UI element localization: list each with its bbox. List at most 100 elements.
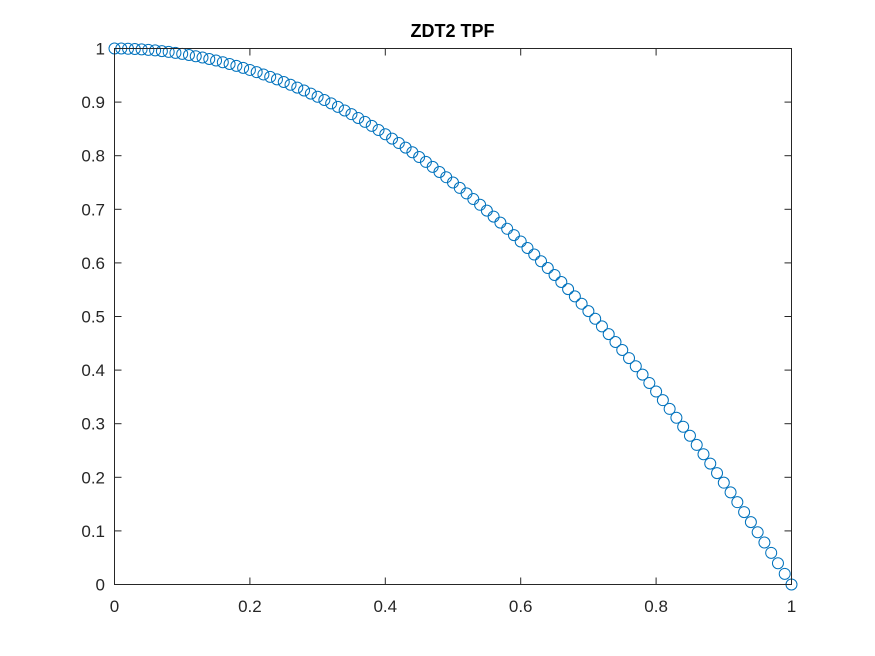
data-point [731, 496, 744, 509]
data-point [602, 328, 615, 341]
data-point [568, 290, 581, 303]
data-point [318, 94, 331, 107]
data-point [155, 45, 168, 58]
data-point [609, 336, 622, 349]
y-tick-label: 0.6 [81, 254, 105, 273]
data-point [277, 76, 290, 88]
data-point [406, 146, 419, 159]
data-point [284, 78, 297, 91]
data-point [778, 567, 791, 580]
data-point [507, 229, 520, 242]
x-tick-label: 0.2 [238, 597, 262, 616]
data-point [372, 124, 385, 137]
data-point [548, 268, 561, 281]
data-point [230, 59, 243, 72]
data-point [656, 394, 669, 407]
data-point [149, 44, 162, 57]
data-point [711, 467, 724, 480]
data-point [751, 526, 764, 539]
data-point [358, 115, 371, 128]
data-point [724, 486, 737, 499]
data-point [744, 516, 757, 529]
data-point [771, 557, 784, 570]
data-point [487, 210, 500, 223]
data-point [697, 448, 710, 461]
x-tick-label: 0 [110, 597, 119, 616]
data-point [237, 61, 250, 74]
data-point [365, 119, 378, 132]
data-point [189, 50, 202, 63]
chart-title: ZDT2 TPF [410, 21, 495, 41]
data-point [758, 536, 771, 549]
data-point [765, 546, 778, 559]
data-point [677, 420, 690, 433]
x-tick-label: 0.4 [373, 597, 397, 616]
x-tick-label: 0.6 [509, 597, 533, 616]
data-point [521, 241, 534, 254]
y-tick-label: 0.9 [81, 93, 105, 112]
data-point [142, 43, 155, 56]
y-tick-label: 0.1 [81, 522, 105, 541]
data-point [182, 48, 195, 61]
x-tick-label: 0.8 [644, 597, 668, 616]
y-tick-label: 0 [96, 576, 105, 595]
data-point [210, 54, 223, 67]
data-point [717, 476, 730, 489]
data-point [338, 104, 351, 117]
y-tick-label: 1 [96, 40, 105, 59]
data-point [683, 429, 696, 442]
data-point [264, 70, 277, 83]
data-point [582, 305, 595, 318]
data-point [494, 216, 507, 229]
data-point [514, 235, 527, 248]
data-point [670, 411, 683, 424]
data-point [352, 111, 365, 124]
data-point [223, 57, 236, 70]
data-point [643, 377, 656, 390]
data-point [291, 81, 304, 94]
y-tick-label: 0.4 [81, 361, 105, 380]
data-point [616, 344, 629, 356]
data-point [270, 73, 283, 86]
data-point [528, 248, 541, 261]
data-point [257, 68, 270, 81]
data-point [555, 275, 568, 288]
data-point [562, 283, 575, 296]
y-tick-label: 0.5 [81, 308, 105, 327]
data-point [386, 132, 399, 145]
data-point [345, 108, 358, 121]
data-markers [108, 42, 798, 591]
plot-area-background [114, 48, 791, 584]
data-point [162, 45, 175, 58]
plot-area-border [114, 48, 792, 585]
data-point [298, 84, 311, 97]
y-tick-label: 0.8 [81, 147, 105, 166]
data-point [541, 262, 554, 275]
data-point [575, 297, 588, 310]
data-point [392, 137, 405, 150]
data-point [623, 352, 636, 365]
y-tick-label: 0.2 [81, 468, 105, 487]
data-point [738, 506, 751, 519]
data-point [196, 51, 209, 64]
data-point [399, 141, 412, 154]
data-point [501, 222, 514, 235]
data-point [704, 457, 717, 470]
data-point [331, 100, 344, 113]
data-point [379, 128, 392, 141]
data-point [595, 320, 608, 333]
data-point [535, 255, 548, 268]
data-point [169, 46, 182, 59]
data-point [636, 368, 649, 381]
y-tick-label: 0.3 [81, 415, 105, 434]
data-point [304, 87, 317, 100]
data-point [325, 97, 338, 110]
data-point [216, 56, 229, 69]
data-point [629, 360, 642, 373]
data-point [480, 204, 493, 217]
data-point [311, 90, 324, 103]
data-point [663, 402, 676, 415]
data-point [135, 43, 148, 56]
